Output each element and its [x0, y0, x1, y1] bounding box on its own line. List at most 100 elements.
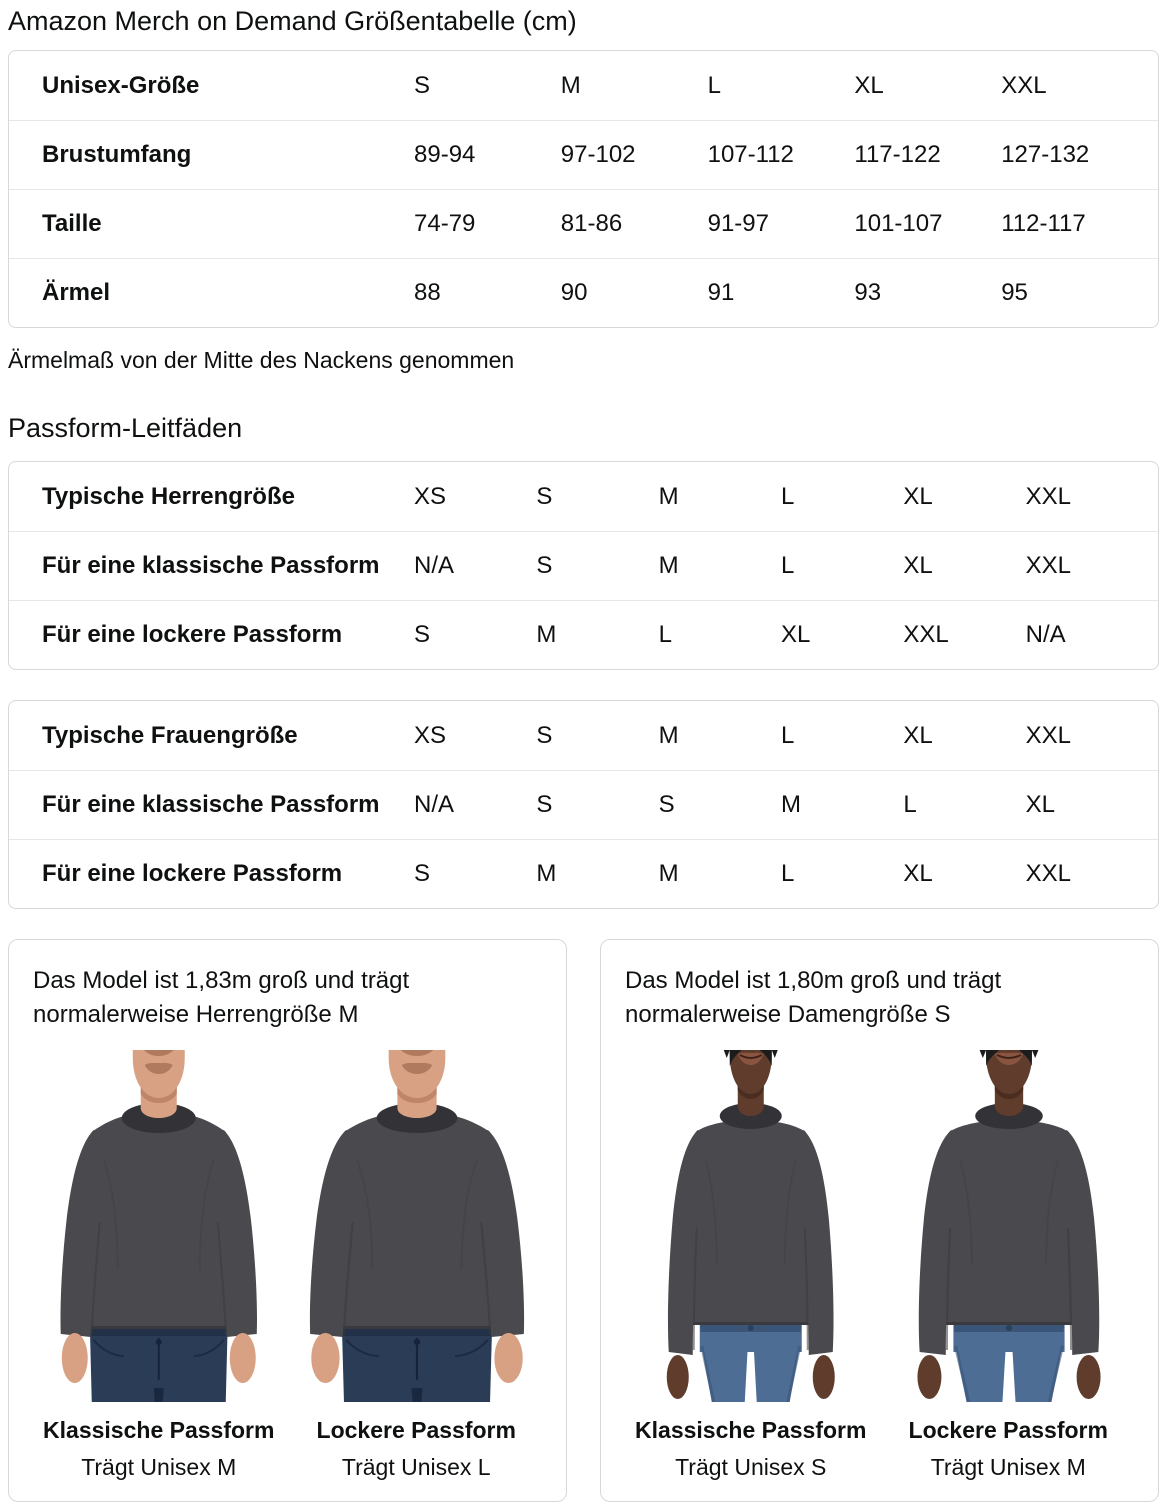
cell-value: 90 [560, 279, 588, 306]
cell-value: S [536, 552, 553, 579]
womens-fit-table: Typische Frauengröße XS S M L XL XXL Für… [8, 700, 1159, 909]
cell-value: XL [903, 860, 933, 887]
model-description: Das Model ist 1,80m groß und trägt norma… [625, 967, 1002, 1028]
cell-value: S [414, 621, 431, 648]
cell-value: 88 [414, 279, 441, 306]
wears-caption: Trägt Unisex M [81, 1454, 237, 1480]
male-model-card: Das Model ist 1,83m groß und trägt norma… [8, 939, 567, 1502]
table-row: Für eine lockere Passform S M M L XL XXL [9, 839, 1158, 908]
size-col: XL [854, 71, 884, 99]
wears-caption: Trägt Unisex L [341, 1454, 491, 1480]
cell-value: M [658, 552, 679, 579]
cell-value: S [536, 791, 553, 818]
fit-caption: Klassische Passform [635, 1417, 867, 1443]
size-col: XXL [1001, 71, 1047, 99]
cell-value: M [781, 791, 801, 818]
cell-value: N/A [414, 791, 455, 818]
wears-caption: Trägt Unisex S [675, 1454, 827, 1480]
size-col: XXL [1025, 721, 1072, 749]
cell-value: M [536, 621, 557, 648]
cell-value: 93 [854, 279, 882, 306]
model-cards: Das Model ist 1,83m groß und trägt norma… [8, 939, 1159, 1502]
table-header-row: Typische Herrengröße XS S M L XL XXL [9, 462, 1158, 531]
male-model-classic-photo [33, 1050, 285, 1402]
size-col: XL [903, 482, 933, 510]
cell-value: 112-117 [1001, 210, 1086, 237]
figure-classic-fit-male: Klassische Passform Trägt Unisex M [33, 1050, 285, 1481]
cell-value: L [781, 860, 795, 887]
cell-value: L [781, 552, 795, 579]
fit-guides-heading: Passform-Leitfäden [8, 413, 243, 443]
size-col: L [781, 482, 795, 510]
size-col: L [781, 721, 795, 749]
cell-value: S [414, 860, 431, 887]
figure-loose-fit-female: Lockere Passform Trägt Unisex M [883, 1050, 1135, 1481]
cell-value: 101-107 [854, 210, 943, 237]
cell-value: M [536, 860, 557, 887]
row-label: Für eine lockere Passform [42, 621, 343, 648]
size-col: XS [414, 721, 447, 749]
table-header-row: Unisex-Größe S M L XL XXL [9, 51, 1158, 120]
cell-value: 91 [707, 279, 735, 306]
male-model-loose-photo [291, 1050, 543, 1402]
model-figures: Klassische Passform Trägt Unisex S Locke… [625, 1050, 1134, 1481]
table-row: Für eine klassische Passform N/A S M L X… [9, 531, 1158, 600]
cell-value: 127-132 [1001, 141, 1090, 168]
row-label: Typische Frauengröße [42, 721, 298, 749]
row-label: Taille [42, 210, 102, 237]
row-label: Brustumfang [42, 141, 192, 168]
row-label: Für eine klassische Passform [42, 552, 380, 579]
size-col: XL [903, 721, 933, 749]
wears-caption: Trägt Unisex M [930, 1454, 1086, 1480]
row-label: Für eine lockere Passform [42, 860, 343, 887]
table-row: Taille 74-79 81-86 91-97 101-107 112-117 [9, 189, 1158, 258]
cell-value: S [658, 791, 675, 818]
cell-value: 74-79 [414, 210, 476, 237]
fit-caption: Lockere Passform [316, 1417, 516, 1443]
cell-value: L [903, 791, 917, 818]
cell-value: XL [903, 552, 933, 579]
row-label: Ärmel [42, 279, 111, 306]
figure-loose-fit-male: Lockere Passform Trägt Unisex L [291, 1050, 543, 1481]
cell-value: XXL [1025, 860, 1072, 887]
cell-value: 107-112 [707, 141, 794, 168]
size-col: M [658, 721, 679, 749]
fit-caption: Klassische Passform [43, 1417, 275, 1443]
cell-value: 95 [1001, 279, 1028, 306]
cell-value: N/A [414, 552, 455, 579]
mens-fit-table: Typische Herrengröße XS S M L XL XXL Für… [8, 461, 1159, 670]
cell-value: XL [781, 621, 811, 648]
cell-value: 89-94 [414, 141, 476, 168]
size-col: M [658, 482, 679, 510]
cell-value: 117-122 [854, 141, 941, 168]
size-col: L [707, 71, 721, 99]
unisex-size-table: Unisex-Größe S M L XL XXL Brustumfang 89… [8, 50, 1159, 328]
size-col: S [536, 721, 553, 749]
cell-value: XL [1025, 791, 1056, 818]
row-label: Für eine klassische Passform [42, 791, 380, 818]
table-row: Brustumfang 89-94 97-102 107-112 117-122… [9, 120, 1158, 189]
page-title: Amazon Merch on Demand Größentabelle (cm… [8, 6, 577, 36]
table-row: Für eine klassische Passform N/A S S M L… [9, 770, 1158, 839]
cell-value: M [658, 860, 679, 887]
row-label: Typische Herrengröße [42, 482, 295, 510]
female-model-classic-photo [625, 1050, 877, 1402]
table-header-row: Typische Frauengröße XS S M L XL XXL [9, 701, 1158, 770]
model-description: Das Model ist 1,83m groß und trägt norma… [33, 967, 410, 1028]
cell-value: XXL [903, 621, 949, 648]
cell-value: 91-97 [707, 210, 769, 237]
cell-value: L [658, 621, 673, 648]
size-col: XS [414, 482, 447, 510]
size-col: S [536, 482, 553, 510]
cell-value: N/A [1025, 621, 1066, 648]
female-model-loose-photo [883, 1050, 1135, 1402]
size-col: XXL [1025, 482, 1072, 510]
cell-value: 81-86 [560, 210, 623, 237]
size-col: S [414, 71, 431, 99]
figure-classic-fit-female: Klassische Passform Trägt Unisex S [625, 1050, 877, 1481]
model-figures: Klassische Passform Trägt Unisex M Locke… [33, 1050, 542, 1481]
cell-value: XXL [1025, 552, 1072, 579]
table-row: Ärmel 88 90 91 93 95 [9, 258, 1158, 327]
fit-caption: Lockere Passform [908, 1417, 1108, 1443]
